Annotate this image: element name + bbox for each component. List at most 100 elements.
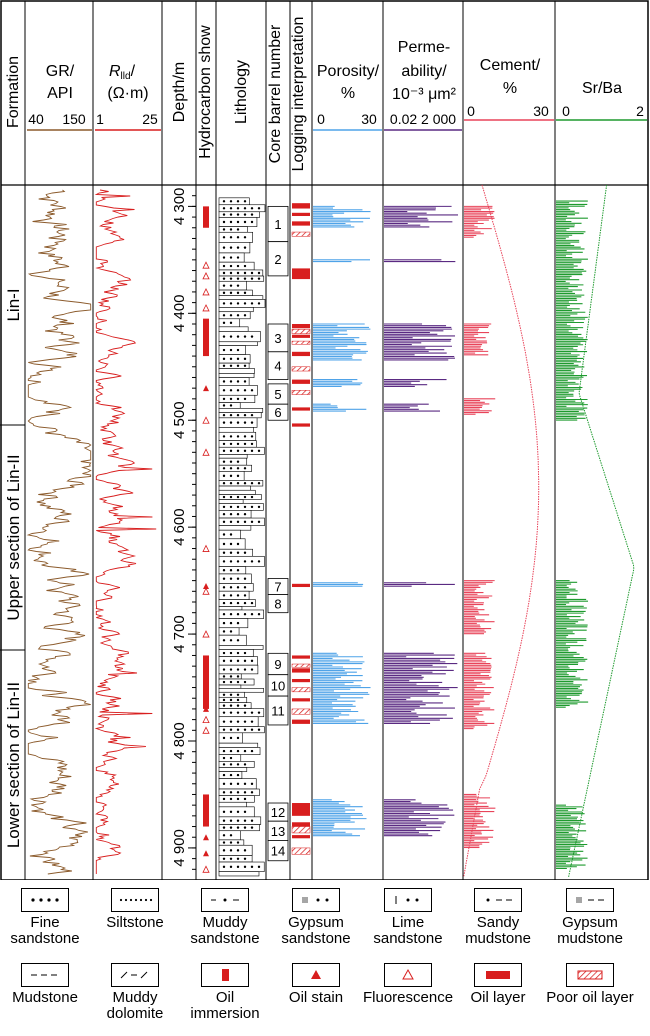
core-barrel-number: 14 — [271, 844, 285, 859]
sand-dot — [250, 413, 254, 417]
sand-dot — [229, 335, 233, 338]
sand-dot — [243, 495, 247, 499]
sand-dot — [229, 460, 233, 463]
lithology-bed — [218, 499, 244, 504]
sand-dot — [236, 207, 240, 210]
core-barrel-number: 5 — [274, 387, 281, 402]
sand-dot — [243, 594, 247, 597]
sand-dot — [222, 841, 226, 844]
sand-dot — [236, 542, 240, 546]
sand-dot — [257, 728, 261, 731]
sand-dot — [222, 749, 226, 753]
sand-dot — [229, 291, 233, 295]
sand-dot — [229, 560, 233, 563]
lithology-bed — [218, 454, 248, 459]
sand-dot — [222, 693, 226, 696]
lithology-header: Lithology — [233, 60, 250, 124]
legend-swatch — [474, 888, 522, 912]
sand-dot — [243, 782, 247, 786]
legend-label: Mudstone — [12, 989, 78, 1006]
sand-dot — [257, 207, 261, 210]
sand-dot — [229, 728, 233, 731]
core-barrel-box — [267, 241, 289, 277]
sand-dot — [250, 782, 254, 786]
sand-dot — [229, 505, 233, 509]
sand-dot — [236, 668, 240, 671]
sand-dot — [236, 495, 240, 499]
sand-dot — [236, 200, 240, 203]
perm-scale: 0.02 2 000 — [390, 111, 456, 127]
depth-label: 4 900 — [171, 829, 188, 867]
lithology-bed — [218, 326, 249, 332]
legend-swatch — [292, 888, 340, 912]
core-barrel-number: 3 — [274, 331, 281, 346]
sand-dot — [250, 601, 254, 605]
oil-layer — [292, 268, 310, 280]
sand-dot — [243, 357, 247, 361]
sand-dot — [243, 200, 247, 203]
sand-dot — [229, 348, 233, 352]
sandy-mudstone-icon — [486, 898, 512, 902]
sand-dot — [229, 302, 233, 305]
sand-dot — [236, 720, 240, 723]
sand-dot — [257, 865, 261, 869]
sand-dot — [222, 449, 226, 453]
oil-layer — [292, 334, 310, 338]
sand-dot — [236, 389, 240, 392]
sand-dot — [236, 704, 240, 707]
sand-dot — [243, 651, 247, 655]
fluorescence-mark — [202, 271, 210, 280]
sand-dot — [229, 819, 233, 822]
sand-dot — [257, 302, 261, 305]
legend-swatch — [21, 963, 69, 987]
depth-label: 4 800 — [171, 722, 188, 760]
sand-dot — [229, 495, 233, 499]
fluorescence-mark — [202, 587, 210, 595]
sand-dot — [229, 797, 233, 801]
sand-dot — [229, 810, 233, 814]
fluorescence-icon — [402, 968, 414, 980]
sand-dot — [229, 569, 233, 572]
oil-layer — [292, 803, 310, 816]
formation-track: Lin-I Upper section of Lin-II Lower sectio… — [0, 288, 25, 848]
sand-dot — [236, 551, 240, 554]
sand-dot — [229, 865, 233, 869]
sand-dot — [222, 736, 226, 740]
core-barrel-box — [267, 351, 289, 380]
core-barrel-number: 7 — [274, 579, 281, 594]
formation-label: Lin-I — [4, 288, 23, 321]
sand-dot — [243, 680, 247, 684]
sand-dot — [229, 364, 233, 367]
sand-dot — [222, 668, 226, 671]
lithology-bed — [218, 318, 241, 328]
oil-immersion-mark — [203, 794, 209, 827]
sand-dot — [222, 826, 226, 829]
lithology-bed — [218, 517, 265, 526]
sand-dot — [229, 749, 233, 753]
gr-curve — [26, 189, 92, 875]
oil-immersion-icon — [222, 969, 229, 981]
depth-label: 4 500 — [171, 401, 188, 439]
oil-immersion-mark — [203, 206, 209, 228]
fluorescence-mark — [202, 715, 210, 724]
legend-swatch — [566, 888, 614, 912]
sand-dot — [229, 621, 233, 625]
gypsum-mudstone-icon — [576, 897, 604, 903]
sand-dot — [236, 560, 240, 563]
sand-dot — [222, 271, 226, 275]
oil-layer — [292, 719, 310, 724]
sand-dot — [229, 651, 233, 655]
sand-dot — [243, 711, 247, 714]
lithology-bed — [218, 503, 264, 511]
sand-dot — [236, 639, 240, 642]
sand-dot — [222, 675, 226, 678]
sand-dot — [222, 542, 226, 546]
oil-stain-mark — [203, 582, 209, 589]
sand-dot — [250, 560, 254, 563]
legend-label: Sandy mudstone — [465, 914, 531, 947]
sand-dot — [243, 791, 247, 794]
lithology-bed — [218, 816, 262, 825]
fluorescence-mark — [202, 261, 210, 269]
sand-dot — [229, 736, 233, 740]
sand-dot — [222, 849, 226, 852]
